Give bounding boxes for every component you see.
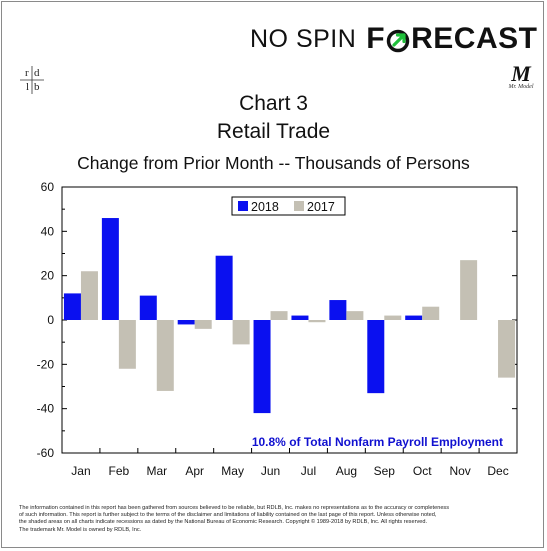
y-tick-label: 0 [47, 313, 54, 327]
x-tick-label: Aug [336, 464, 357, 478]
chart-title: Chart 3 [239, 92, 308, 115]
x-tick-label: Jun [261, 464, 280, 478]
bar-2017-nov [460, 260, 478, 320]
bar-2018-mar [139, 295, 157, 320]
x-tick-label: May [221, 464, 244, 478]
bar-2018-sep [367, 320, 385, 394]
rdlb-letter-l: l [26, 81, 30, 93]
x-tick-label: Sep [374, 464, 396, 478]
chart-title-2: Retail Trade [216, 120, 331, 143]
disclaimer-footer: The information contained in this report… [19, 505, 535, 534]
bar-2017-oct [422, 306, 440, 320]
mr-model-logo: M Mr. Model [506, 61, 536, 92]
x-tick-label: Jul [301, 464, 316, 478]
mr-model-caption: Mr. Model [508, 84, 534, 90]
chart-subtitle: Change from Prior Month -- Thousands of … [77, 153, 470, 173]
bar-2018-jan [63, 293, 81, 320]
x-tick-label: Dec [487, 464, 508, 478]
x-tick-label: Feb [109, 464, 130, 478]
bar-2018-jun [253, 320, 271, 414]
y-tick-label: -20 [37, 357, 55, 371]
x-tick-label: Oct [413, 464, 432, 478]
y-tick-label: -60 [37, 446, 55, 460]
legend-label-2018: 2018 [251, 200, 279, 214]
legend-box [231, 196, 346, 216]
disclaimer-line-3: the shaded areas on all charts indicate … [19, 519, 428, 526]
chart-annotation: 10.8% of Total Nonfarm Payroll Employmen… [252, 435, 503, 449]
bar-2018-may [215, 255, 233, 320]
bar-2017-apr [194, 320, 212, 329]
bar-2017-aug [346, 311, 364, 320]
x-tick-label: Apr [185, 464, 204, 478]
brand-forecast-text: F RECAST [366, 22, 537, 56]
bar-2017-jun [270, 311, 288, 320]
x-tick-label: Jan [71, 464, 90, 478]
bar-2017-feb [118, 320, 136, 369]
legend-label-2017: 2017 [307, 200, 335, 214]
x-tick-label: Mar [146, 464, 167, 478]
disclaimer-line-4: The trademark Mr. Model is owned by RDLB… [19, 526, 142, 533]
brand-logo: NO SPIN F RECAST [250, 22, 537, 56]
y-tick-label: -40 [37, 402, 55, 416]
rdlb-logo: r d l b [18, 66, 46, 96]
bar-2018-feb [101, 218, 119, 320]
bar-2018-apr [177, 320, 195, 325]
brand-forecast-rest: RECAST [411, 22, 538, 55]
bar-2017-may [232, 320, 250, 345]
x-tick-label: Nov [449, 464, 470, 478]
bar-2018-jul [291, 315, 309, 320]
mr-model-letter: M [511, 61, 531, 86]
brand-forecast-f: F [366, 22, 386, 55]
rdlb-letter-b: b [34, 81, 40, 93]
disclaimer-line-1: The information contained in this report… [19, 505, 450, 511]
brand-nospin-text: NO SPIN [250, 24, 357, 53]
bar-2018-aug [329, 300, 347, 320]
rdlb-letter-r: r [25, 67, 29, 79]
bar-2017-jul [308, 320, 326, 323]
y-tick-label: 20 [41, 269, 55, 283]
bar-2017-sep [384, 315, 402, 320]
compass-arrow-icon [386, 27, 410, 53]
bar-2018-oct [405, 315, 423, 320]
legend-swatch-2018 [238, 201, 248, 211]
y-tick-label: 40 [41, 224, 55, 238]
bar-2017-mar [156, 320, 174, 391]
bar-2017-jan [80, 271, 98, 320]
bar-2017-dec [498, 320, 516, 378]
legend-swatch-2017 [294, 201, 304, 211]
disclaimer-line-2: of such information. This report is furt… [19, 512, 437, 519]
y-tick-label: 60 [41, 180, 55, 194]
rdlb-letter-d: d [34, 67, 40, 79]
